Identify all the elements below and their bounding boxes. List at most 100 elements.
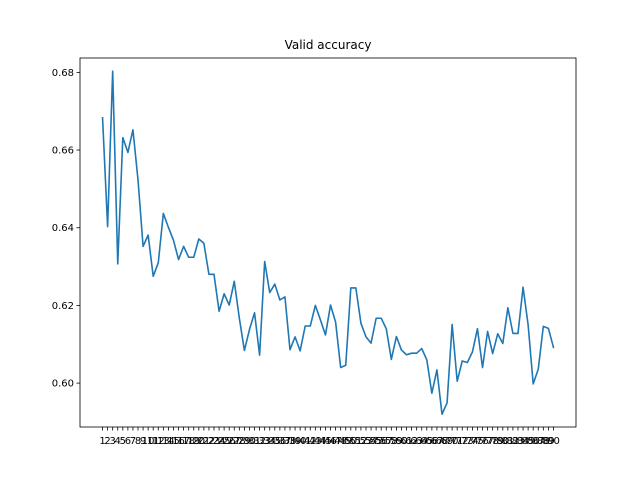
x-tick-label: 52 [355, 436, 368, 447]
x-tick-label: 60 [395, 436, 408, 447]
x-tick-label: 7 [130, 436, 136, 447]
x-tick-label: 67 [431, 436, 444, 447]
x-tick-label: 18 [182, 436, 195, 447]
y-tick-label: 0.64 [52, 223, 74, 234]
axes-frame [79, 57, 577, 428]
axis-ticks: 0.600.620.640.660.6812345678910111213141… [52, 68, 560, 447]
x-tick-label: 34 [263, 436, 276, 447]
x-tick-label: 61 [400, 436, 413, 447]
x-tick-label: 3 [109, 436, 115, 447]
x-tick-label: 78 [486, 436, 499, 447]
x-tick-label: 58 [385, 436, 398, 447]
x-tick-label: 1 [99, 436, 105, 447]
x-tick-label: 39 [289, 436, 302, 447]
x-tick-label: 63 [410, 436, 423, 447]
x-tick-label: 50 [344, 436, 357, 447]
x-tick-label: 8 [135, 436, 141, 447]
x-tick-label: 5 [120, 436, 126, 447]
x-tick-label: 19 [187, 436, 200, 447]
x-tick-label: 29 [238, 436, 251, 447]
series-line [101, 70, 555, 415]
x-tick-label: 87 [532, 436, 545, 447]
x-tick-label: 64 [415, 436, 428, 447]
x-tick-label: 40 [294, 436, 307, 447]
x-tick-label: 81 [501, 436, 514, 447]
chart-title: Valid accuracy [285, 38, 372, 52]
x-tick-label: 12 [152, 436, 165, 447]
x-tick-label: 31 [248, 436, 261, 447]
x-tick-label: 43 [309, 436, 322, 447]
x-tick-label: 90 [547, 436, 560, 447]
x-tick-label: 21 [198, 436, 211, 447]
x-tick-label: 35 [268, 436, 281, 447]
x-tick-label: 37 [279, 436, 292, 447]
x-tick-label: 82 [507, 436, 520, 447]
x-tick-label: 42 [304, 436, 317, 447]
x-tick-label: 85 [522, 436, 535, 447]
x-tick-label: 32 [253, 436, 266, 447]
x-tick-label: 70 [446, 436, 459, 447]
x-tick-label: 36 [274, 436, 287, 447]
x-tick-label: 24 [213, 436, 226, 447]
x-tick-label: 25 [218, 436, 231, 447]
x-tick-label: 73 [461, 436, 474, 447]
x-tick-label: 84 [517, 436, 530, 447]
x-tick-label: 56 [375, 436, 388, 447]
x-tick-label: 13 [157, 436, 170, 447]
x-tick-label: 89 [542, 436, 555, 447]
x-tick-label: 33 [258, 436, 271, 447]
y-tick-label: 0.68 [52, 68, 74, 79]
x-tick-label: 44 [314, 436, 327, 447]
x-tick-label: 27 [228, 436, 241, 447]
x-tick-label: 6 [125, 436, 131, 447]
x-tick-label: 69 [441, 436, 454, 447]
x-tick-label: 4 [115, 436, 121, 447]
x-tick-label: 76 [476, 436, 489, 447]
x-tick-label: 57 [380, 436, 393, 447]
x-tick-label: 86 [527, 436, 540, 447]
x-tick-label: 51 [349, 436, 362, 447]
x-tick-label: 26 [223, 436, 236, 447]
x-tick-label: 38 [284, 436, 297, 447]
x-tick-label: 74 [466, 436, 479, 447]
y-tick-label: 0.60 [52, 379, 74, 390]
x-tick-label: 71 [451, 436, 464, 447]
x-tick-label: 75 [471, 436, 484, 447]
x-tick-label: 55 [370, 436, 383, 447]
x-tick-label: 14 [162, 436, 175, 447]
x-tick-label: 41 [299, 436, 312, 447]
x-tick-label: 28 [233, 436, 246, 447]
x-tick-label: 53 [360, 436, 373, 447]
plot-area [101, 70, 555, 415]
x-tick-label: 45 [319, 436, 332, 447]
x-tick-label: 83 [512, 436, 525, 447]
x-tick-label: 2 [104, 436, 110, 447]
x-tick-label: 16 [172, 436, 185, 447]
x-tick-label: 46 [324, 436, 337, 447]
x-tick-label: 10 [142, 436, 155, 447]
x-tick-label: 77 [481, 436, 494, 447]
x-tick-label: 88 [537, 436, 550, 447]
x-tick-label: 30 [243, 436, 256, 447]
x-tick-label: 15 [167, 436, 180, 447]
x-tick-label: 79 [491, 436, 504, 447]
x-tick-label: 54 [365, 436, 378, 447]
y-tick-label: 0.62 [52, 301, 74, 312]
x-tick-label: 11 [147, 436, 160, 447]
x-tick-label: 49 [339, 436, 352, 447]
x-tick-label: 68 [436, 436, 449, 447]
x-tick-label: 65 [420, 436, 433, 447]
x-tick-label: 23 [208, 436, 221, 447]
x-tick-label: 17 [177, 436, 190, 447]
x-tick-label: 59 [390, 436, 403, 447]
x-tick-label: 22 [203, 436, 216, 447]
x-tick-label: 62 [405, 436, 418, 447]
y-tick-label: 0.66 [52, 146, 74, 157]
x-tick-label: 9 [140, 436, 146, 447]
x-tick-label: 80 [496, 436, 509, 447]
x-tick-label: 20 [192, 436, 205, 447]
x-tick-label: 66 [425, 436, 438, 447]
x-tick-label: 47 [329, 436, 342, 447]
